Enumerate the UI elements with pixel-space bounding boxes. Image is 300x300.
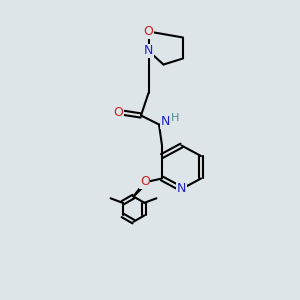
Text: H: H [170,113,179,123]
Text: O: O [114,106,123,119]
Text: O: O [144,25,153,38]
Text: N: N [144,44,153,58]
Text: N: N [177,182,186,196]
Text: N: N [161,115,170,128]
Text: O: O [140,175,150,188]
